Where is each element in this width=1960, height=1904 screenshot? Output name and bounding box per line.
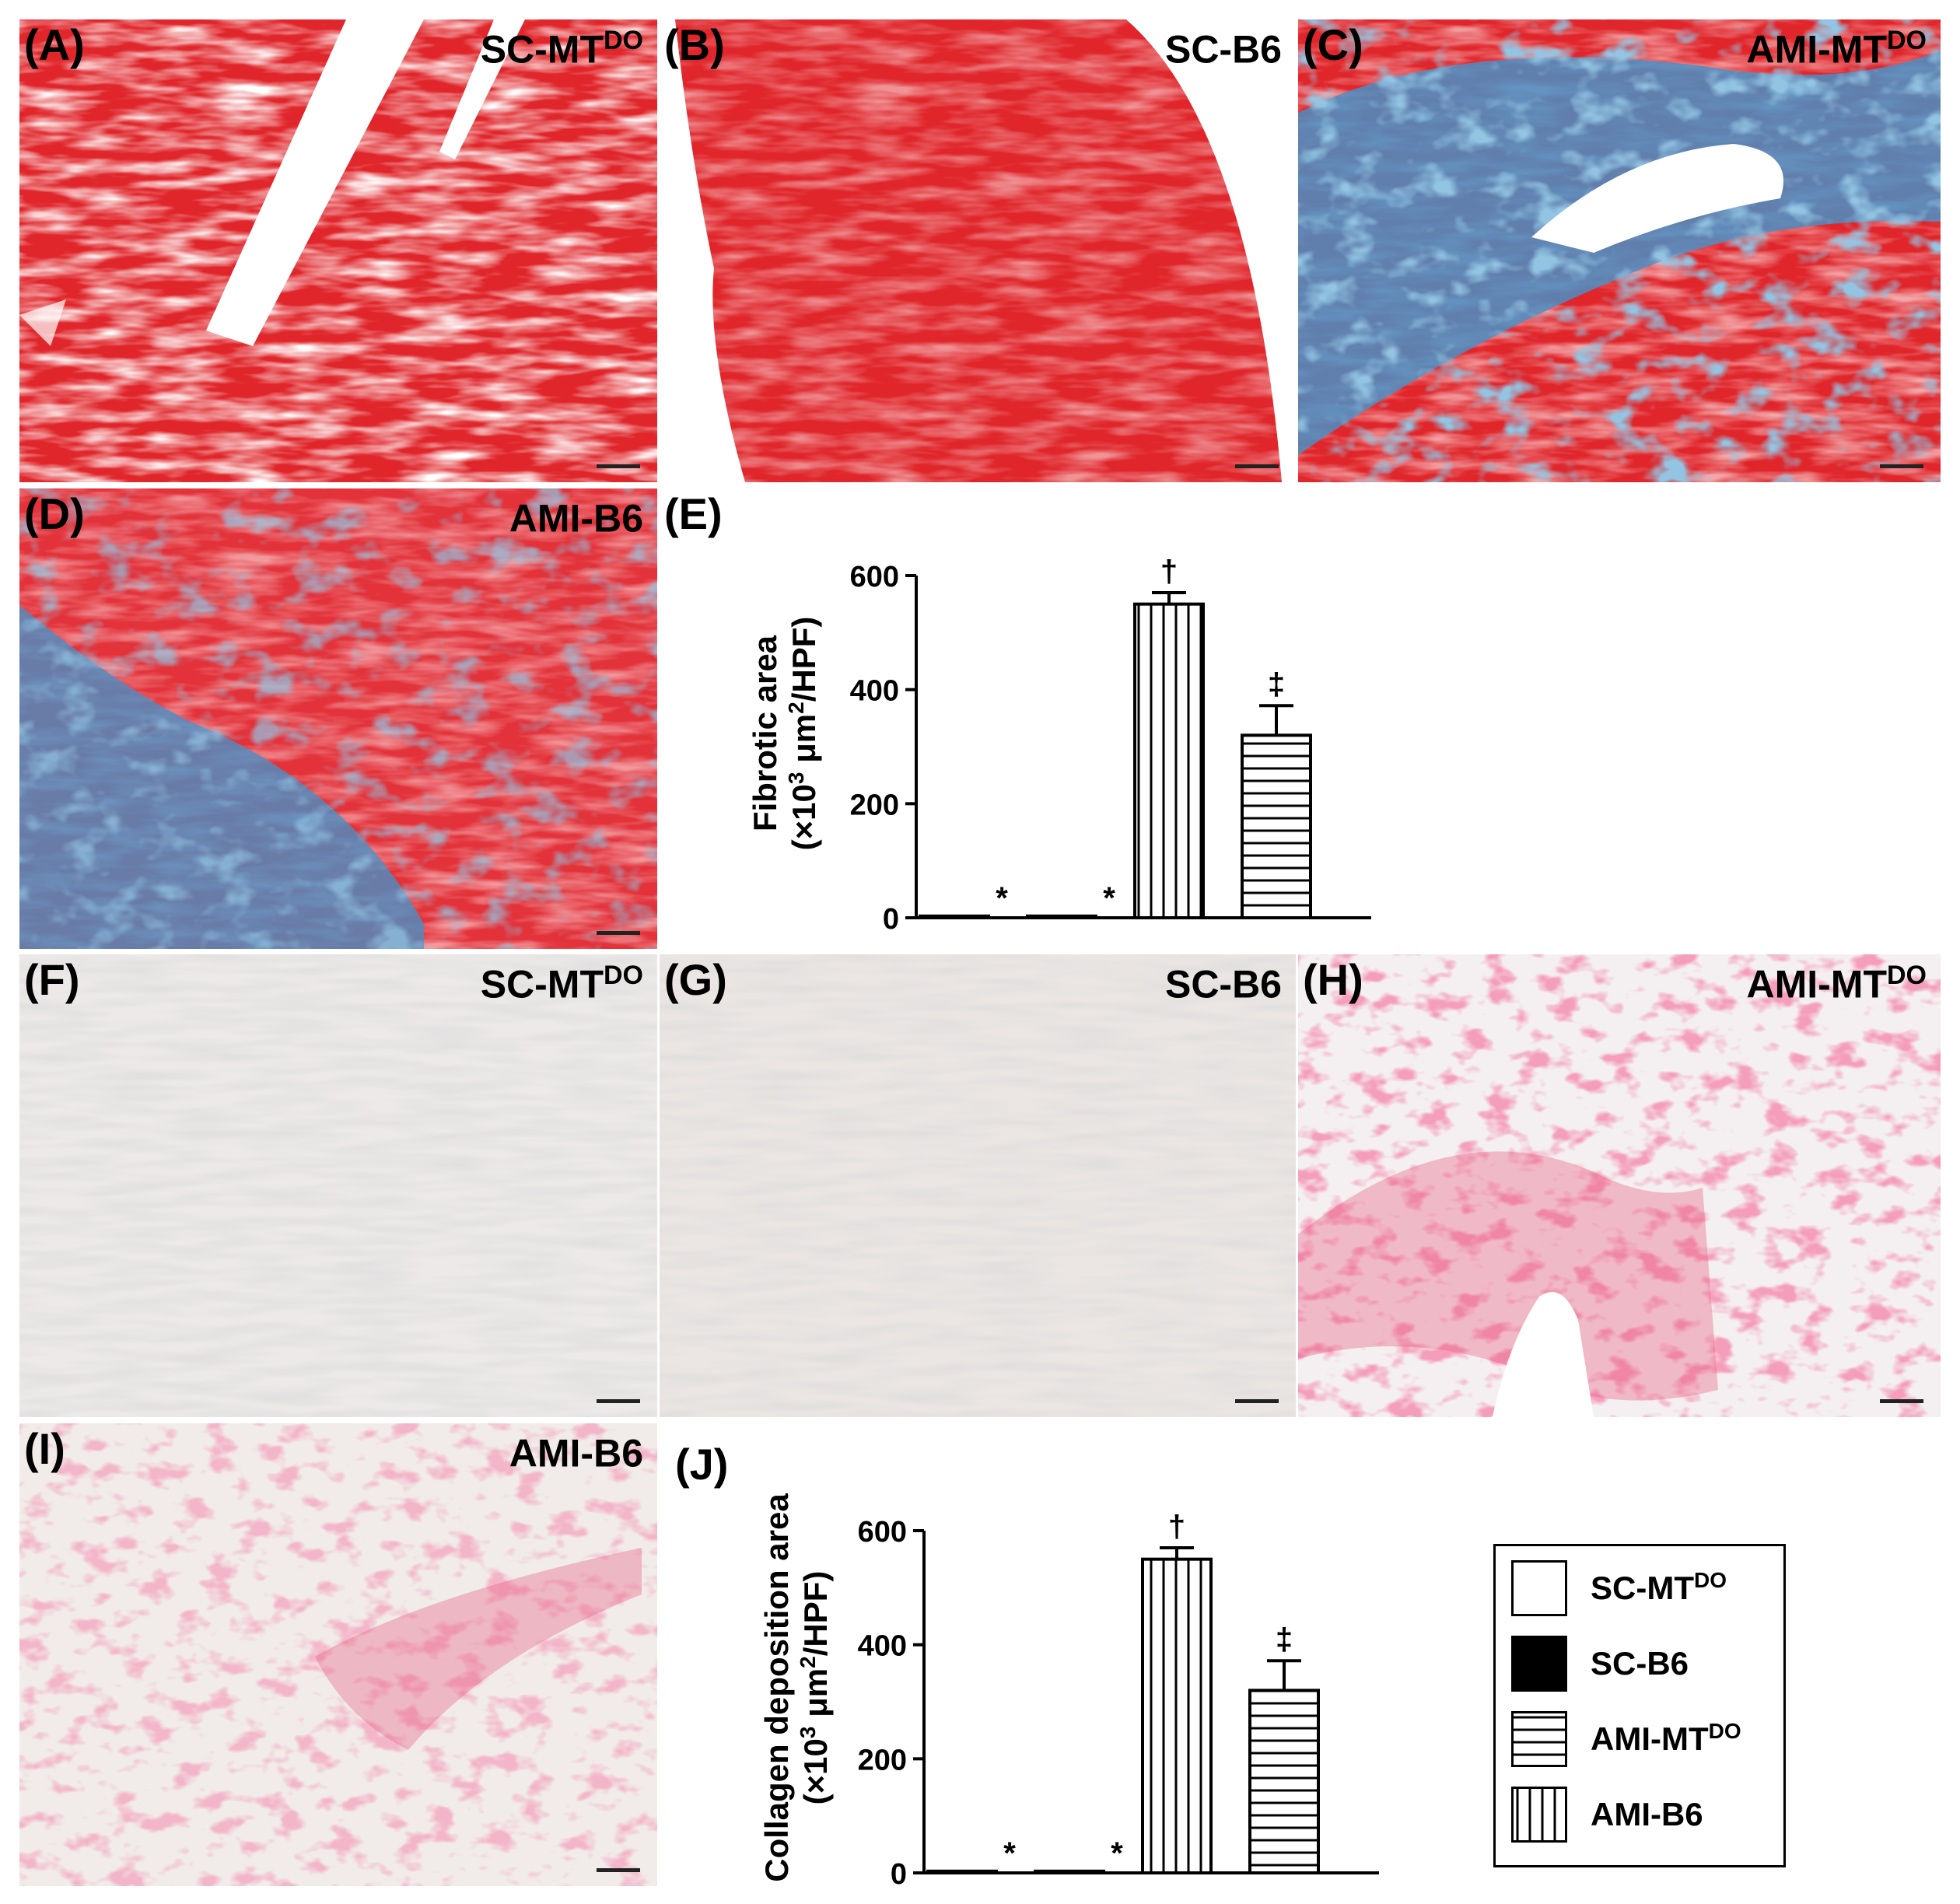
significance-mark: * <box>1111 1836 1123 1871</box>
masson-stain-image <box>19 19 657 482</box>
panel-e: (E) <box>660 488 1360 949</box>
legend-item: SC-MTDO <box>1511 1560 1776 1622</box>
group-label: AMI-MTDO <box>1746 26 1927 72</box>
panel-a-micrograph: (A) SC-MTDO <box>19 19 657 482</box>
panel-letter: (F) <box>24 955 80 1004</box>
group-label: AMI-B6 <box>509 496 643 541</box>
sirius-red-stain-image <box>19 954 657 1417</box>
scale-bar <box>597 464 640 468</box>
legend-item: SC-B6 <box>1511 1636 1776 1698</box>
fibrotic-area-chart: 0 200 400 600 * * † ‡ Fibrotic area (×103 μm2/HPF… <box>660 488 1406 955</box>
fibrotic-area-bar-chart: 0 200 400 600 * * † ‡ Fibrotic area (×103 μm2/HPF… <box>747 555 1371 936</box>
sirius-red-stain-image <box>1298 954 1941 1417</box>
y-tick-label: 0 <box>883 903 899 936</box>
bar <box>1141 1557 1213 1875</box>
legend-swatch-blank <box>1511 1560 1567 1616</box>
panel-c-micrograph: (C) AMI-MTDO <box>1298 19 1941 482</box>
scale-bar <box>1880 464 1923 468</box>
panel-f-micrograph: (F) SC-MTDO <box>19 954 657 1417</box>
panel-letter: (J) <box>675 1440 729 1489</box>
group-label: SC-MTDO <box>480 961 643 1006</box>
panel-b-micrograph: (B) SC-B6 <box>660 19 1296 482</box>
collagen-deposition-bar-chart: 0 200 400 600 * * † ‡ Collagen deposition area (×… <box>758 1493 1379 1891</box>
bar <box>1034 1869 1105 1874</box>
panel-letter: (B) <box>664 20 725 69</box>
significance-mark: ‡ <box>1268 667 1285 702</box>
group-label: AMI-B6 <box>509 1431 643 1475</box>
legend-item: AMI-B6 <box>1511 1787 1776 1849</box>
significance-mark: * <box>996 881 1008 915</box>
y-tick-label: 600 <box>850 561 899 593</box>
bar <box>926 1869 998 1874</box>
scale-bar <box>597 1399 640 1403</box>
scale-bar <box>597 931 640 935</box>
significance-mark: † <box>1168 1510 1185 1544</box>
scale-bar <box>1235 464 1279 468</box>
y-label-line1: Fibrotic area <box>747 635 783 831</box>
y-tick-label: 0 <box>891 1858 907 1891</box>
scale-bar <box>1235 1399 1279 1403</box>
bar <box>1241 733 1312 920</box>
panel-letter: (E) <box>664 489 723 538</box>
y-axis-label: Collagen deposition area (×103 μm2/HPF) <box>758 1493 834 1882</box>
panel-j: (J) <box>660 1423 1360 1890</box>
y-axis-label: Fibrotic area (×103 μm2/HPF) <box>747 617 822 851</box>
legend-item: AMI-MTDO <box>1511 1711 1776 1773</box>
significance-mark: ‡ <box>1276 1622 1293 1657</box>
scale-bar <box>1880 1399 1923 1403</box>
group-label: AMI-MTDO <box>1746 961 1927 1006</box>
y-label-line2: (×103 μm2/HPF) <box>784 617 823 851</box>
collagen-deposition-chart: 0 200 400 600 * * † ‡ Collagen deposition area (×… <box>660 1423 1406 1898</box>
legend-label: SC-MTDO <box>1591 1568 1727 1606</box>
y-tick-label: 400 <box>858 1630 907 1663</box>
significance-mark: † <box>1160 555 1178 589</box>
y-tick-label: 600 <box>858 1516 907 1549</box>
masson-stain-image <box>660 19 1296 482</box>
legend-swatch-horizontal <box>1511 1711 1567 1767</box>
legend-label: SC-B6 <box>1591 1645 1689 1682</box>
panel-d-micrograph: (D) AMI-B6 <box>19 488 657 949</box>
sirius-red-stain-image <box>19 1423 657 1886</box>
group-label: SC-B6 <box>1164 27 1282 72</box>
legend-label: AMI-MTDO <box>1591 1719 1741 1757</box>
group-label: SC-B6 <box>1164 962 1282 1006</box>
panel-letter: (I) <box>24 1424 65 1473</box>
panel-letter: (G) <box>664 955 727 1004</box>
legend-label: AMI-B6 <box>1591 1796 1703 1832</box>
sirius-red-stain-image <box>660 954 1296 1417</box>
legend-swatch-solid <box>1511 1636 1567 1692</box>
y-label-line2: (×103 μm2/HPF) <box>796 1571 835 1805</box>
y-tick-label: 200 <box>858 1744 907 1776</box>
masson-stain-image <box>19 488 657 949</box>
panel-g-micrograph: (G) SC-B6 <box>660 954 1296 1417</box>
y-tick-label: 200 <box>850 789 899 821</box>
panel-letter: (D) <box>24 489 85 538</box>
bar <box>1248 1689 1320 1875</box>
group-label: SC-MTDO <box>480 26 643 72</box>
panel-i-micrograph: (I) AMI-B6 <box>19 1423 657 1886</box>
panel-letter: (A) <box>24 20 85 69</box>
panel-h-micrograph: (H) AMI-MTDO <box>1298 954 1941 1417</box>
masson-stain-image <box>1298 19 1941 482</box>
panel-letter: (H) <box>1303 955 1363 1004</box>
legend-swatch-vertical <box>1511 1787 1567 1843</box>
scale-bar <box>597 1868 640 1872</box>
y-tick-label: 400 <box>850 675 899 708</box>
bar <box>919 914 990 919</box>
bar <box>1026 914 1097 919</box>
panel-letter: (C) <box>1303 20 1363 69</box>
significance-mark: * <box>1003 1836 1016 1871</box>
bar <box>1133 602 1205 920</box>
significance-mark: * <box>1103 881 1115 915</box>
legend: SC-MTDO SC-B6 AMI-MTDO AMI-B6 <box>1493 1544 1786 1867</box>
y-label-line1: Collagen deposition area <box>758 1493 795 1882</box>
